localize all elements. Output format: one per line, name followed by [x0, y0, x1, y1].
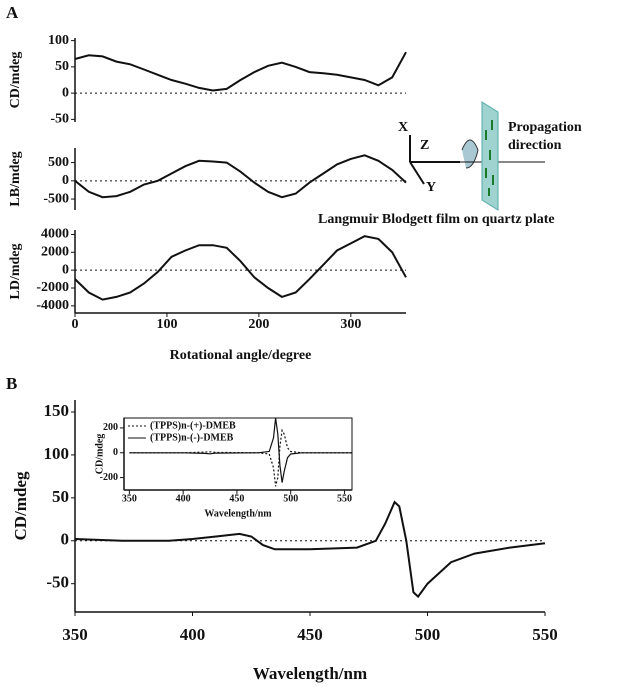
propagation-label: direction	[508, 138, 562, 153]
y-tick-label: -200	[100, 472, 118, 483]
y-tick-label: -50	[50, 112, 69, 127]
data-line	[74, 500, 546, 599]
x-tick-label: 450	[297, 625, 323, 644]
diagram: X Z Y Propagation direction Langmuir Blo…	[318, 101, 582, 227]
y-tick-label: -500	[43, 191, 69, 206]
y-tick-label: 100	[44, 444, 70, 463]
data-line	[74, 51, 407, 92]
y-tick-label: -4000	[36, 298, 69, 313]
y-tick-label: -2000	[36, 280, 69, 295]
x-tick-label: 550	[337, 493, 352, 504]
y-tick-label: 50	[52, 487, 69, 506]
film	[485, 120, 494, 196]
y-tick-label: 0	[62, 85, 69, 100]
diagram-caption: Langmuir Blodgett film on quartz plate	[318, 212, 555, 227]
y-tick-label: 100	[48, 33, 69, 48]
x-tick-label: 100	[156, 317, 177, 332]
legend-label: (TPPS)n-(+)-DMEB	[150, 420, 236, 431]
panel-label: B	[6, 374, 17, 393]
y-tick-label: 0	[62, 262, 69, 277]
legend-label: (TPPS)n-(-)-DMEB	[150, 432, 234, 443]
y-tick-label: 0	[113, 447, 118, 458]
rotation-arrow	[461, 139, 479, 169]
y-axis-label: LD/mdeg	[8, 244, 23, 300]
data-line	[74, 154, 407, 199]
x-axis-label: Wavelength/nm	[204, 508, 272, 519]
propagation-label: Propagation	[508, 120, 582, 135]
x-tick-label: 300	[340, 317, 361, 332]
panel-label: A	[6, 3, 19, 22]
y-axis-label: LB/mdeg	[8, 151, 23, 206]
x-tick-label: 550	[532, 625, 558, 644]
axis-arrow	[409, 161, 425, 185]
x-tick-label: 0	[72, 317, 79, 332]
y-tick-label: 50	[55, 59, 69, 74]
y-tick-label: 0	[62, 173, 69, 188]
y-axis-label: CD/mdeg	[94, 434, 105, 475]
y-tick-label: -50	[46, 573, 69, 592]
y-axis-label: CD/mdeg	[11, 471, 30, 540]
y-tick-label: 2000	[41, 245, 69, 260]
x-tick-label: 500	[415, 625, 441, 644]
y-tick-label: 0	[61, 530, 70, 549]
axis-y-label: Y	[426, 180, 436, 195]
data-line	[129, 428, 352, 487]
y-tick-label: 200	[103, 422, 118, 433]
y-tick-label: 4000	[41, 227, 69, 242]
x-tick-label: 400	[176, 493, 191, 504]
data-line	[129, 417, 352, 483]
y-tick-label: 500	[48, 155, 69, 170]
x-axis-label: Wavelength/nm	[253, 664, 367, 683]
x-tick-label: 450	[229, 493, 244, 504]
x-tick-label: 200	[248, 317, 269, 332]
y-axis-label: CD/mdeg	[8, 52, 23, 109]
x-tick-label: 400	[180, 625, 206, 644]
axis-x-label: X	[398, 120, 408, 135]
x-axis-label: Rotational angle/degree	[170, 348, 312, 363]
y-tick-label: 150	[44, 401, 70, 420]
axis-z-label: Z	[420, 138, 429, 153]
data-line	[74, 235, 407, 301]
x-tick-label: 500	[283, 493, 298, 504]
x-tick-label: 350	[122, 493, 137, 504]
x-tick-label: 350	[62, 625, 88, 644]
